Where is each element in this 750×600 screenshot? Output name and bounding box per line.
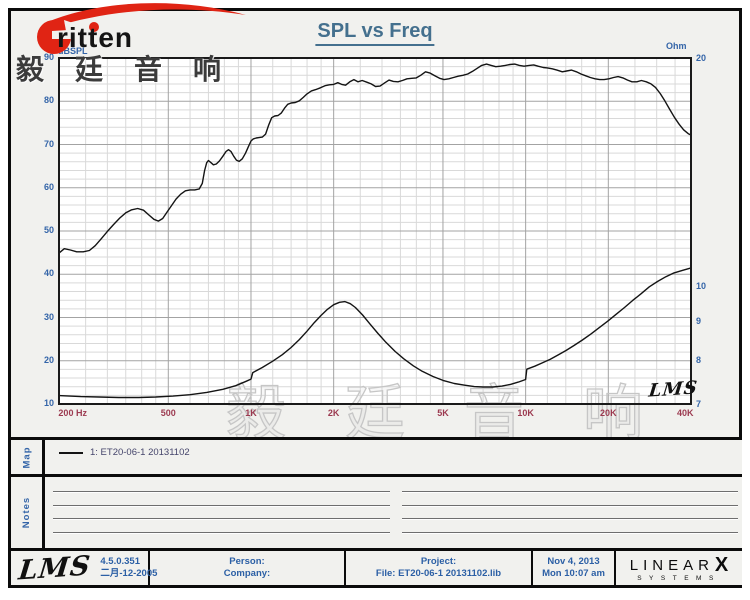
map-band-label: Map — [21, 446, 32, 468]
map-band-content: 1: ET20-06-1 20131102 — [45, 440, 742, 474]
lms-plot-corner-logo: LMS — [647, 377, 699, 402]
x-axis-tick-label: 200 Hz — [58, 408, 87, 418]
person-label: Person: — [229, 556, 265, 567]
brand-chinese-name: 毅 廷 音 响 — [16, 55, 234, 86]
x-axis-tick-label: 5K — [437, 408, 449, 418]
linearx-logo: LINEAR X — [630, 554, 729, 577]
x-axis-tick-label: 2K — [327, 408, 340, 418]
y-left-axis-unit: dBSPL — [58, 46, 88, 56]
y-left-tick-label: 70 — [43, 138, 54, 149]
legend-label: 1: ET20-06-1 20131102 — [90, 447, 190, 458]
footer-project-cell: Project: File: ET20-06-1 20131102.lib — [346, 551, 533, 585]
x-axis-tick-label: 40K — [676, 408, 694, 418]
y-right-tick-label: 10 — [696, 281, 707, 292]
impedance-curve — [58, 267, 692, 399]
notes-rule-line — [401, 504, 738, 506]
y-left-tick-label: 50 — [43, 225, 54, 235]
footer-lms-cell: LMS 4.5.0.351 二月-12-2005 — [11, 550, 157, 586]
y-left-tick-label: 90 — [43, 52, 54, 62]
notes-rule-line — [401, 491, 738, 492]
footer-linearx-cell: LINEAR X SYSTEMS — [616, 551, 742, 585]
y-right-tick-label: 9 — [696, 316, 702, 327]
plot-area: 毅 廷 音 响 — [58, 57, 692, 448]
linearx-x: X — [714, 554, 729, 576]
report-frame: SPL vs Freq dBSPL Ohm 毅 廷 音 响 LMS 90 80 70… — [8, 8, 742, 588]
notes-band-label-cell: Notes — [11, 477, 45, 548]
linearx-systems-label: SYSTEMS — [637, 575, 721, 582]
y-left-tick-label: 20 — [43, 354, 54, 365]
software-version: 4.5.0.351 — [100, 556, 140, 567]
x-axis-tick-label: 10K — [517, 408, 534, 418]
project-label: Project: — [420, 556, 457, 567]
notes-rule-lines — [53, 491, 738, 533]
notes-rule-line — [401, 531, 738, 533]
x-axis-tick-label: 1K — [245, 408, 257, 418]
y-left-tick-label: 10 — [43, 398, 54, 408]
y-left-tick-label: 80 — [43, 95, 54, 106]
company-label: Company: — [223, 568, 271, 579]
report-time: Mon 10:07 am — [542, 568, 605, 579]
x-axis-tick-label: 500 — [160, 408, 176, 418]
page-title: SPL vs Freq — [315, 20, 435, 46]
legend-row: 1: ET20-06-1 20131102 — [59, 447, 190, 458]
file-label: File: ET20-06-1 20131102.lib — [375, 568, 502, 579]
y-right-axis-unit: Ohm — [666, 41, 687, 51]
y-left-tick-label: 40 — [43, 268, 54, 279]
y-left-tick-label: 30 — [43, 311, 54, 322]
y-right-tick-label: 20 — [696, 53, 707, 63]
notes-rule-line — [53, 531, 390, 533]
spl-curve — [58, 63, 692, 254]
notes-band-label: Notes — [21, 496, 32, 529]
notes-rule-line — [53, 491, 390, 492]
lms-footer-logo: LMS — [17, 550, 93, 586]
report-date: Nov 4, 2013 — [547, 556, 600, 567]
footer-datetime-cell: Nov 4, 2013 Mon 10:07 am — [533, 551, 616, 585]
notes-rule-line — [53, 518, 390, 519]
notes-rule-line — [401, 518, 738, 519]
software-version-date: 二月-12-2005 — [100, 568, 158, 579]
y-left-tick-label: 60 — [43, 181, 54, 192]
legend-line-swatch — [59, 451, 83, 454]
chinese-watermark: 毅 廷 音 响 — [226, 381, 665, 447]
x-axis-tick-label: 20K — [600, 408, 617, 418]
y-right-tick-label: 8 — [696, 354, 702, 365]
brand-logo-text: ritten — [57, 22, 133, 53]
map-band-label-cell: Map — [11, 440, 45, 474]
notes-band: Notes — [11, 477, 742, 551]
map-band: Map 1: ET20-06-1 20131102 — [11, 437, 742, 477]
notes-rule-line — [53, 504, 390, 506]
footer-person-cell: Person: Company: — [150, 551, 346, 585]
linearx-word: LINEAR — [629, 557, 714, 574]
footer-band: LMS 4.5.0.351 二月-12-2005 Person: Company… — [11, 550, 742, 586]
spl-vs-freq-chart: dBSPL Ohm 毅 廷 音 响 LMS 90 80 70 60 50 40 30 20 10… — [11, 11, 742, 448]
notes-band-content — [45, 477, 742, 548]
y-right-tick-label: 7 — [696, 399, 702, 409]
